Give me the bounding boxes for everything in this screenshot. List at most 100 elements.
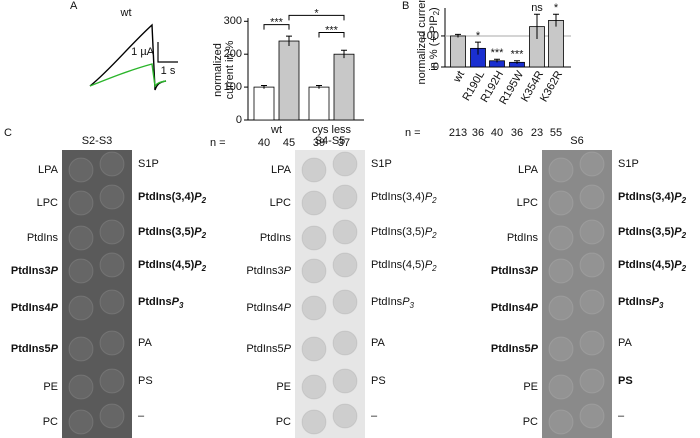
lipid-name: PA [371,337,386,349]
lipid-name: PtdIns3 [246,265,283,277]
lipid-label: PA [618,337,633,349]
lipid-label: S1P [371,158,392,170]
lipid-subscript: 3 [410,301,415,310]
significance: *** [511,49,525,61]
lipid-name: PtdIns [27,232,59,244]
lipid-label: PtdIns3P [246,265,291,277]
lipid-label: PtdInsP3 [138,296,184,310]
error-bar [286,35,292,46]
lipid-subscript: 2 [201,231,207,240]
lipid-name: PS [618,375,633,387]
lipid-spot [548,409,574,435]
y-tick-label: 300 [224,15,242,27]
lipid-name: PC [523,416,538,428]
lipid-label: PS [371,375,386,387]
strip-title: S2-S3 [82,135,113,147]
lipid-phosphate: P [425,226,433,238]
lipid-label: LPA [271,164,292,176]
membrane [542,150,612,438]
lipid-label: PtdIns [507,232,539,244]
lipid-spot [332,252,358,278]
lipid-label: PtdIns5P [491,343,539,355]
lipid-spot [332,151,358,177]
lipid-subscript: 2 [681,231,687,240]
lipid-spot [301,336,327,362]
lipid-label: PC [276,416,291,428]
significance-bracket [288,14,345,21]
lipid-name: LPC [517,197,538,209]
significance: ns [531,2,543,14]
lipid-spot [548,258,574,284]
lipid-phosphate: P [194,259,202,271]
lipid-spot [68,336,94,362]
n-label: n = [405,127,421,139]
lipid-spot [579,330,605,356]
n-value: 40 [491,127,503,139]
strip-title: S6 [570,135,583,147]
y-axis-label: in % (+ PIP2) [428,7,441,70]
lipid-name: PtdIns [138,296,172,308]
lipid-label: S1P [138,158,159,170]
y-axis-label-sub: 2 [432,10,441,15]
lipid-label: PtdInsP3 [371,296,415,310]
bar [450,35,466,68]
lipid-label: PtdIns3P [11,265,59,277]
significance: * [554,2,559,14]
lipid-name: PtdIns(4,5) [618,259,675,271]
lipid-name: LPC [270,197,291,209]
lipid-spot [579,184,605,210]
lipid-label: PtdIns [27,232,59,244]
error-bar [534,13,540,40]
lipid-phosphate: P [284,265,292,277]
lipid-name: S1P [138,158,159,170]
lipid-subscript: 2 [431,231,437,240]
lipid-phosphate: P [194,191,202,203]
error-bar [494,58,500,63]
lipid-spot [301,409,327,435]
lipid-label: PS [618,375,633,387]
lipid-name: PtdIns [371,296,403,308]
lipid-name: LPA [271,164,292,176]
lipid-spot [579,289,605,315]
lipid-name: – [138,410,145,422]
lipid-phosphate: P [531,265,539,277]
bar [278,40,300,121]
lipid-spot [301,190,327,216]
lipid-name: PtdIns(4,5) [138,259,195,271]
lipid-label: LPC [37,197,58,209]
lipid-subscript: 2 [681,196,687,205]
significance-bracket [263,24,290,30]
lipid-strips: S2-S3LPALPCPtdInsPtdIns3PPtdIns4PPtdIns5… [11,135,687,438]
lipid-name: PE [43,381,58,393]
lipid-label: PtdIns(3,4)P2 [138,191,207,205]
error-bar [553,13,559,27]
lipid-spot [579,151,605,177]
lipid-spot [579,219,605,245]
lipid-name: S1P [618,158,639,170]
lipid-spot [68,157,94,183]
y-axis-label-part: ) [428,7,440,11]
lipid-label: PE [43,381,58,393]
n-label: n = [210,137,226,149]
lipid-label: PtdIns3P [491,265,539,277]
lipid-label: PE [276,381,291,393]
significance: * [314,7,319,19]
lipid-spot [548,336,574,362]
lipid-label: PtdIns4P [246,302,291,314]
membrane [62,150,132,438]
lipid-name: PtdIns3 [11,265,51,277]
x-tick-label: wt [451,69,467,85]
lipid-phosphate: P [402,296,410,308]
lipid-label: PtdIns(3,5)P2 [371,226,437,240]
lipid-label: – [618,410,625,422]
lipid-spot [548,157,574,183]
lipid-spot [301,374,327,400]
lipid-name: PtdIns(3,4) [138,191,195,203]
lipid-spot [579,368,605,394]
lipid-label: PtdIns5P [246,343,291,355]
trace-label: wt [120,7,132,19]
lipid-spot [99,252,125,278]
lipid-name: LPA [518,164,539,176]
lipid-phosphate: P [284,302,292,314]
lipid-name: – [618,410,625,422]
